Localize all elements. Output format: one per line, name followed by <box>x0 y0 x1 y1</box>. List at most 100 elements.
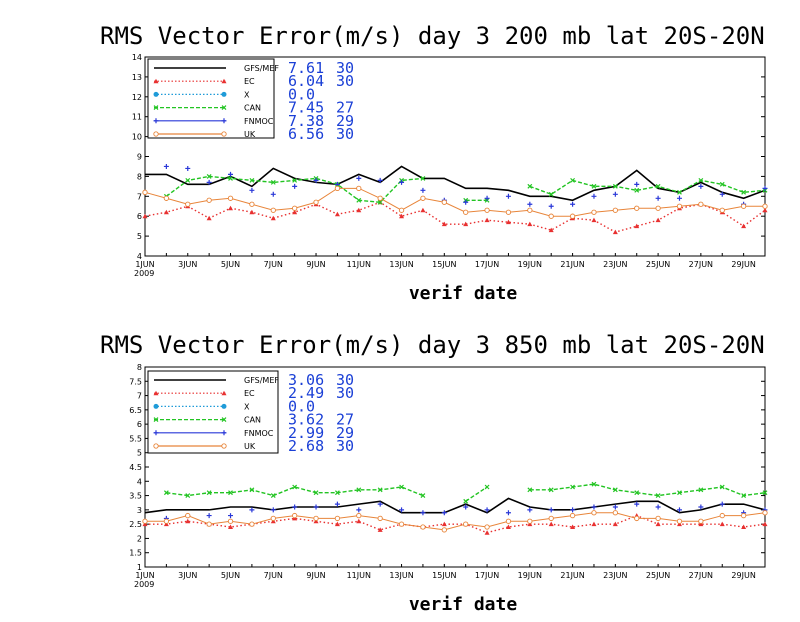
ec-marker <box>612 229 618 235</box>
x-tick-label: 15JUN <box>432 260 456 269</box>
x-tick-label: 27JUN <box>689 260 713 269</box>
fnmoc-marker <box>505 193 511 199</box>
can-marker <box>634 490 640 496</box>
y-tick-label: 13 <box>132 73 142 82</box>
legend-box <box>147 58 275 139</box>
ec-marker <box>548 227 554 233</box>
y-tick-label: 7 <box>137 192 142 201</box>
can-marker <box>698 487 704 493</box>
y-tick-label: 7 <box>137 392 142 401</box>
can-marker <box>206 490 212 496</box>
can-marker <box>677 490 682 496</box>
y-tick-label: 6 <box>137 420 142 429</box>
fnmoc-marker <box>420 510 426 516</box>
can-marker <box>221 105 227 111</box>
x-tick-label: 5JUN <box>221 571 240 580</box>
can-marker <box>634 187 640 193</box>
fnmoc-marker <box>228 513 234 519</box>
y-tick-label: 3.5 <box>129 492 142 501</box>
ec-marker <box>591 521 597 527</box>
fnmoc-marker <box>153 430 159 436</box>
x-tick-label: 1JUN <box>135 260 154 269</box>
series-ec <box>142 513 768 535</box>
uk-marker <box>591 209 597 215</box>
y-tick-label: 7.5 <box>129 377 142 386</box>
chart-panel-1: RMS Vector Error(m/s) day 3 200 mb lat 2… <box>100 22 768 304</box>
ec-marker <box>741 524 747 529</box>
ec-marker <box>221 390 227 396</box>
uk-marker <box>698 518 704 524</box>
legend-mean: 7.45 <box>288 99 324 117</box>
can-marker <box>185 493 191 498</box>
fnmoc-marker <box>163 163 169 169</box>
uk-marker <box>612 510 618 516</box>
ec-marker <box>484 217 490 223</box>
x-tick-label: 11JUN <box>347 571 371 580</box>
fnmoc-marker <box>655 504 661 510</box>
fnmoc-marker <box>313 504 319 510</box>
fnmoc-marker <box>676 507 682 513</box>
x-tick-label: 3JUN <box>178 260 197 269</box>
uk-marker <box>676 518 683 524</box>
fnmoc-marker <box>698 183 704 189</box>
x-tick-label: 17JUN <box>475 260 499 269</box>
fnmoc-marker <box>377 177 383 183</box>
uk-marker <box>142 518 148 524</box>
fnmoc-marker <box>655 195 661 201</box>
can-marker <box>677 189 682 195</box>
can-marker <box>548 191 554 197</box>
can-marker <box>228 175 233 181</box>
series-uk <box>142 510 768 533</box>
fnmoc-marker <box>570 201 576 207</box>
fnmoc-marker <box>527 507 533 513</box>
x-tick-label: 21JUN <box>560 260 584 269</box>
x-tick-label: 3JUN <box>178 571 197 580</box>
ec-marker <box>634 223 640 229</box>
fnmoc-marker <box>719 191 725 197</box>
legend-label: CAN <box>244 416 261 425</box>
legend-label: X <box>244 90 250 99</box>
uk-marker <box>249 201 255 207</box>
fnmoc-marker <box>634 501 640 507</box>
y-tick-label: 12 <box>132 93 142 102</box>
uk-marker <box>441 199 447 205</box>
uk-marker <box>420 524 426 530</box>
can-marker <box>292 484 298 490</box>
fnmoc-marker <box>377 501 383 507</box>
series-line <box>144 201 766 233</box>
can-marker <box>153 417 159 423</box>
series-gfsmef <box>145 165 766 202</box>
can-marker <box>153 105 159 111</box>
uk-marker <box>377 195 383 201</box>
ec-marker <box>399 213 405 219</box>
legend: GFS/MEF 3.06 30 EC 2.49 30 X 0.0 CAN 3.62 27 FNMOC 2… <box>147 370 354 455</box>
legend-label: UK <box>244 130 256 139</box>
y-tick-label: 14 <box>132 53 142 62</box>
can-marker <box>762 490 768 496</box>
uk-marker <box>569 512 576 519</box>
ec-marker <box>142 213 148 219</box>
fnmoc-marker <box>548 507 554 513</box>
series-line <box>145 512 766 531</box>
can-marker <box>420 493 426 498</box>
uk-marker <box>142 189 148 195</box>
series-line <box>144 497 766 514</box>
uk-marker <box>334 185 341 191</box>
can-marker <box>221 417 227 423</box>
uk-marker <box>740 512 747 519</box>
x-tick-label: 1JUN <box>135 571 154 580</box>
legend-label: GFS/MEF <box>244 376 279 385</box>
y-tick-label: 8 <box>137 363 142 372</box>
ec-marker <box>655 521 661 527</box>
can-marker <box>228 490 233 496</box>
uk-marker <box>740 203 747 209</box>
uk-marker <box>163 518 170 524</box>
legend-mean: 6.56 <box>288 125 324 143</box>
uk-marker <box>292 205 298 211</box>
fnmoc-marker <box>612 504 618 510</box>
fnmoc-marker <box>591 504 597 510</box>
fnmoc-marker <box>270 191 276 197</box>
can-marker <box>612 183 618 189</box>
series-fnmoc <box>163 163 768 209</box>
x-marker <box>221 403 227 409</box>
